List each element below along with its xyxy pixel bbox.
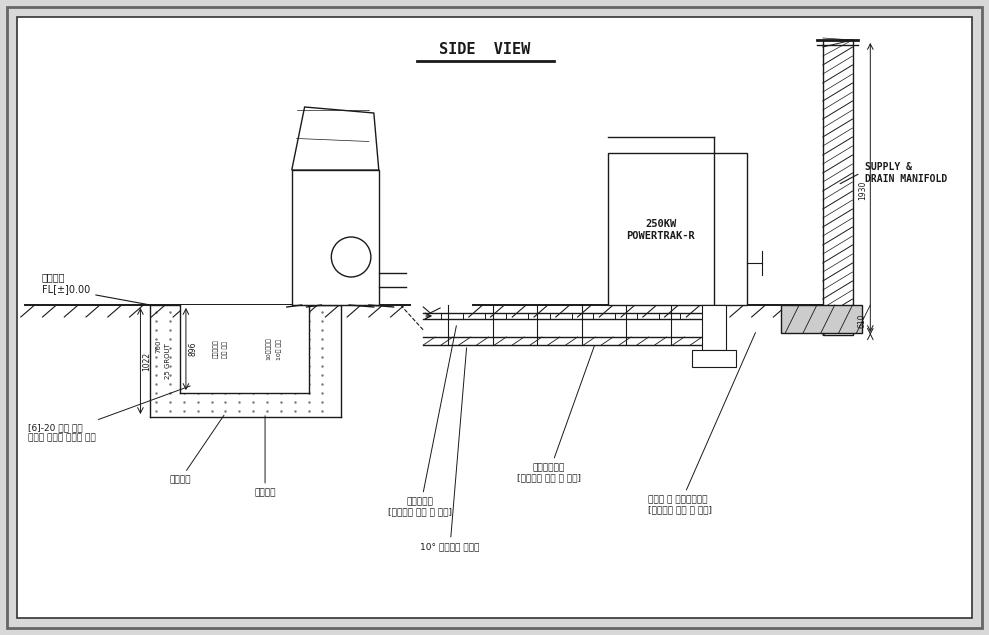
Text: 700: 700 [155,339,161,353]
Text: 부스바지지대
[인닥타썸 공급 및 설치]: 부스바지지대 [인닥타썸 공급 및 설치] [517,345,594,483]
Text: 10특 스놀: 10특 스놀 [276,338,282,359]
Text: 610: 610 [857,314,867,328]
Text: 주조공장
FL[±]0.00: 주조공장 FL[±]0.00 [42,272,90,294]
Text: [6]-20 리터 드럼
재질은 용해할 물건과 동일: [6]-20 리터 드럼 재질은 용해할 물건과 동일 [28,386,190,443]
Text: 부스바 및 부스바크램프
[인닥타썸 공급 및 설치]: 부스바 및 부스바크램프 [인닥타썸 공급 및 설치] [648,333,756,515]
Text: 896: 896 [188,342,198,356]
Text: 1022: 1022 [141,351,151,371]
Bar [823,40,853,335]
Text: 마른오래: 마른오래 [254,416,276,497]
Bar [292,170,379,305]
Text: SIDE  VIEW: SIDE VIEW [439,43,530,58]
Bar [781,305,862,333]
Text: 1930: 1930 [857,180,867,199]
Bar [180,305,309,393]
Text: 이특별용로: 이특별용로 [213,340,219,358]
Bar [608,153,747,305]
Text: 250KW
POWERTRAK-R: 250KW POWERTRAK-R [626,219,695,241]
Bar [702,305,726,350]
Text: 방수처리: 방수처리 [169,415,224,485]
Text: 25 GROUT: 25 GROUT [165,343,171,379]
Text: SUPPLY &
DRAIN MANIFOLD: SUPPLY & DRAIN MANIFOLD [865,162,947,184]
Text: 수냉케이블
[인닥타썸 공급 및 설치]: 수냉케이블 [인닥타썸 공급 및 설치] [389,326,456,517]
Text: 10특별용로: 10특별용로 [266,338,272,361]
Text: 10° 콘크리트 경사면: 10° 콘크리트 경사면 [420,348,480,552]
Bar [692,350,736,367]
Polygon shape [292,107,379,170]
Text: 이특 스놀: 이특 스놀 [223,340,228,358]
